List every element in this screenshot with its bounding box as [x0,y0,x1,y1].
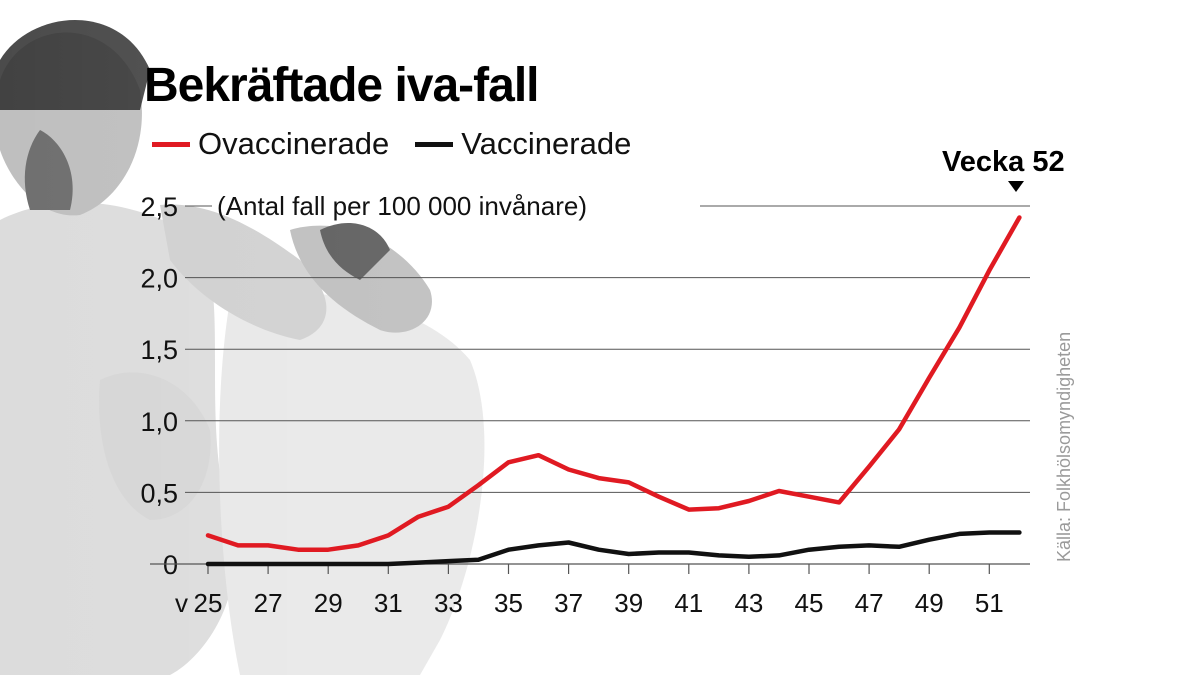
y-tick-label: 0,5 [140,478,178,508]
x-tick-label: 29 [314,588,343,618]
legend-label-unvaccinated: Ovaccinerade [198,126,390,161]
week-annotation: Vecka 52 [942,146,1065,178]
legend-swatch-vaccinated [415,141,454,147]
chart-title: Bekräftade iva-fall [144,59,540,112]
x-axis-ticks: 25v 27 29 31 33 35 37 39 41 43 45 47 49 51 [175,564,1004,618]
x-tick-label: 33 [434,588,463,618]
x-tick-label: 31 [374,588,403,618]
y-tick-label: 2,5 [140,192,178,222]
x-tick-label: 35 [494,588,523,618]
y-tick-label: 2,0 [140,264,178,294]
x-tick-prefix: v [175,588,188,618]
y-axis-label: (Antal fall per 100 000 invånare) [217,191,587,221]
x-tick-label: 45 [795,588,824,618]
y-axis-ticks: 0 0,5 1,0 1,5 2,0 2,5 [140,192,178,580]
legend-swatch-unvaccinated [152,141,190,147]
gridlines [185,205,1030,493]
x-tick-label: 47 [855,588,884,618]
x-tick-label: 39 [614,588,643,618]
x-tick-label: 43 [734,588,763,618]
x-tick-label: 27 [254,588,283,618]
x-tick-label: 41 [674,588,703,618]
x-tick-label: 49 [915,588,944,618]
source-credit: Källa: Folkhölsomyndigheten [1054,331,1074,562]
series-line-unvaccinated [205,215,1022,552]
legend-item-vaccinated: Vaccinerade [415,126,631,162]
y-tick-label: 1,5 [140,335,178,365]
x-tick-label: 51 [975,588,1004,618]
y-tick-label: 1,0 [140,407,178,437]
legend: Ovaccinerade Vaccinerade [152,126,657,162]
legend-label-vaccinated: Vaccinerade [461,126,632,161]
down-arrow-icon [1008,181,1024,192]
series-line-vaccinated [205,530,1022,567]
x-tick-label: 37 [554,588,583,618]
x-tick-label: 25 [194,588,223,618]
legend-item-unvaccinated: Ovaccinerade [152,126,389,162]
y-tick-label: 0 [163,550,178,580]
